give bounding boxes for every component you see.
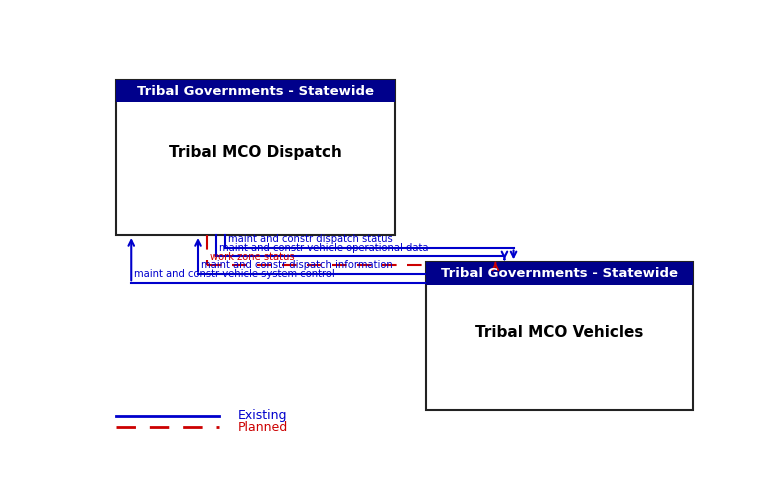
Text: Tribal Governments - Statewide: Tribal Governments - Statewide bbox=[137, 85, 374, 98]
Text: maint and constr vehicle system control: maint and constr vehicle system control bbox=[135, 269, 335, 279]
Text: Tribal MCO Dispatch: Tribal MCO Dispatch bbox=[169, 145, 342, 160]
Text: maint and constr vehicle operational data: maint and constr vehicle operational dat… bbox=[219, 242, 429, 253]
Text: Tribal MCO Vehicles: Tribal MCO Vehicles bbox=[474, 325, 644, 340]
Text: work zone status: work zone status bbox=[210, 251, 294, 262]
Bar bbox=[116, 80, 395, 102]
Text: Planned: Planned bbox=[237, 421, 287, 434]
Text: maint and constr dispatch information: maint and constr dispatch information bbox=[201, 261, 393, 271]
Bar bbox=[426, 262, 693, 410]
Text: Tribal Governments - Statewide: Tribal Governments - Statewide bbox=[441, 267, 677, 280]
Text: Existing: Existing bbox=[237, 409, 287, 422]
Bar bbox=[426, 262, 693, 285]
Bar bbox=[116, 80, 395, 235]
Text: maint and constr dispatch status: maint and constr dispatch status bbox=[229, 234, 393, 243]
